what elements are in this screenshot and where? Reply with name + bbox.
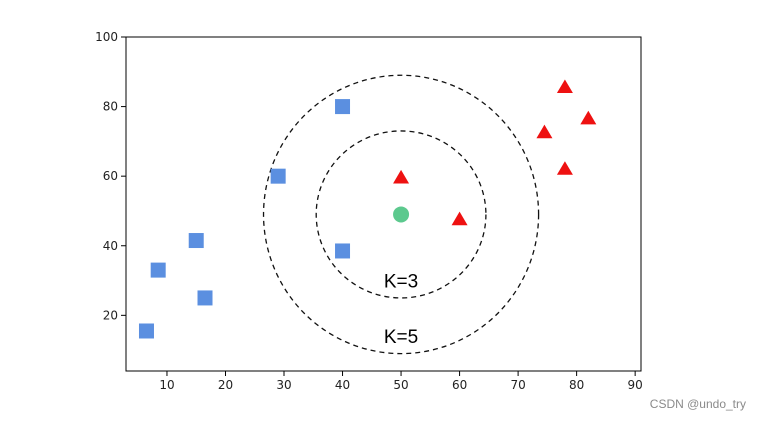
x-tick-label: 10 <box>159 378 174 392</box>
x-axis: 10 20 30 40 50 60 70 80 90 <box>159 371 643 392</box>
triangle-point <box>536 124 553 139</box>
x-tick-label: 30 <box>276 378 291 392</box>
x-tick-label: 80 <box>569 378 584 392</box>
square-point <box>335 99 351 115</box>
k-annotations: K=3 K=5 <box>384 272 418 349</box>
triangle-point <box>556 79 573 94</box>
square-point <box>270 168 286 184</box>
triangle-point <box>393 169 410 184</box>
y-tick-label: 20 <box>103 308 118 322</box>
neighborhood-circle-1 <box>315 130 487 299</box>
triangle-point <box>451 211 468 226</box>
plot-frame <box>125 36 642 372</box>
square-point <box>150 262 166 278</box>
square-point <box>188 233 204 249</box>
square-point <box>138 323 154 339</box>
square-point <box>197 290 213 306</box>
k-label: K=5 <box>384 327 418 348</box>
y-tick-label: 40 <box>103 239 118 253</box>
square-point <box>335 243 351 259</box>
neighborhood-circles <box>262 74 540 355</box>
x-tick-label: 70 <box>510 378 525 392</box>
y-tick-label: 80 <box>103 100 118 114</box>
triangle-point <box>580 110 597 125</box>
x-tick-label: 60 <box>452 378 467 392</box>
neighborhood-circle-2 <box>262 74 540 355</box>
x-tick-label: 40 <box>335 378 350 392</box>
x-tick-label: 90 <box>628 378 643 392</box>
data-points <box>138 79 597 339</box>
watermark: CSDN @undo_try <box>649 397 746 411</box>
y-tick-label: 100 <box>95 30 118 44</box>
x-tick-label: 50 <box>393 378 408 392</box>
query-point <box>393 206 410 223</box>
y-axis: 20 40 60 80 100 <box>95 30 126 322</box>
k-label: K=3 <box>384 272 418 293</box>
y-tick-label: 60 <box>103 169 118 183</box>
x-tick-label: 20 <box>218 378 233 392</box>
triangle-point <box>556 161 573 175</box>
